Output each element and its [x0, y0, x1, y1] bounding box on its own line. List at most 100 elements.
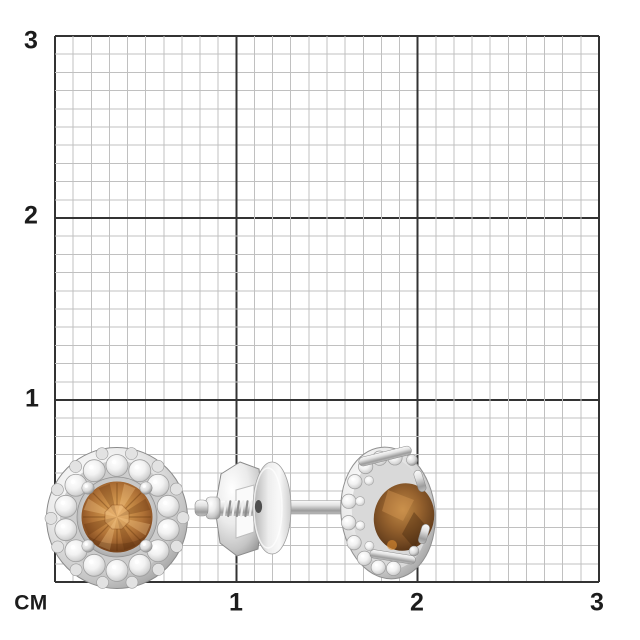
thread-ridge — [231, 500, 236, 518]
stone-lower-shade — [87, 535, 147, 552]
halo-stud-earring-front-view — [44, 447, 190, 589]
facet-wedge — [83, 517, 117, 536]
facet-wedge — [117, 517, 151, 536]
diamond-sparkle — [345, 518, 349, 522]
stone-facet-shadow — [402, 512, 428, 548]
y-axis-tick-1: 1 — [25, 384, 39, 413]
rim-scallop — [151, 459, 165, 473]
diamond-sparkle — [111, 564, 117, 570]
halo-diamond — [156, 518, 180, 542]
rim-scallop — [69, 563, 83, 577]
rim-scallop — [170, 482, 183, 496]
prong-glint — [142, 484, 146, 488]
stone-facets — [83, 483, 151, 552]
diamond-sparkle — [360, 554, 364, 558]
prong-glint — [142, 542, 146, 546]
thread-ridge — [244, 500, 249, 518]
diamond-sparkle — [152, 545, 158, 550]
halo-diamonds — [54, 454, 180, 582]
back-disc — [252, 461, 292, 555]
halo-diamond — [128, 459, 152, 483]
x-axis-tick-2: 2 — [410, 588, 424, 617]
diamond-sparkle — [162, 523, 168, 529]
diamond-sparkle — [390, 564, 394, 568]
facet-wedge — [117, 483, 136, 517]
stone-facet-highlight — [382, 490, 414, 521]
diamond-sparkle — [152, 479, 158, 484]
unit-label-cm: СМ — [14, 591, 48, 615]
halo-diamond-side — [386, 560, 402, 577]
diamond-sparkle — [111, 459, 117, 465]
diamond-sparkle — [162, 500, 168, 506]
diamond-sparkle — [350, 538, 354, 542]
x-axis-tick-3: 3 — [590, 588, 604, 617]
prong-glint — [84, 484, 88, 488]
halo-diamond-side — [341, 493, 357, 509]
facet-wedge — [83, 498, 117, 517]
stone-glint — [387, 540, 397, 550]
rim-scallop — [95, 447, 109, 461]
thread-ridge — [248, 500, 253, 518]
diamond-sparkle — [134, 464, 139, 470]
halo-diamond — [82, 459, 106, 483]
halo-diamond-side — [356, 550, 373, 566]
y-axis-tick-3: 3 — [24, 26, 38, 55]
outer-scallops — [44, 447, 190, 589]
rim-scallop — [51, 540, 64, 554]
facet-wedge — [98, 483, 117, 517]
halo-diamond-inner-row — [364, 475, 374, 486]
center-stone-side — [373, 483, 435, 551]
prong-ball — [81, 539, 95, 553]
rim-scallop — [125, 575, 139, 589]
prong-top-right-claw — [413, 470, 427, 492]
disc-highlight — [253, 467, 283, 549]
facet-wedge — [117, 517, 136, 551]
halo-diamond — [128, 553, 152, 577]
diamond-sparkle — [351, 477, 355, 481]
prong-glint — [84, 542, 88, 546]
diamond-sparkle — [89, 559, 94, 565]
prong-balls — [81, 481, 153, 553]
rim-scallop — [152, 563, 165, 576]
facet-line — [92, 492, 109, 509]
center-stone — [81, 481, 153, 553]
rim-scallop — [170, 540, 183, 553]
prong-ball — [139, 539, 153, 553]
rim-scallop — [125, 447, 138, 460]
halo-diamond — [105, 559, 129, 582]
diamond-sparkle — [89, 464, 94, 470]
halo-diamond-inner-row — [355, 520, 366, 531]
thread-ridge — [222, 500, 228, 518]
facet-line — [125, 525, 142, 542]
rim-scallop — [51, 483, 64, 496]
diamond-sparkle — [374, 563, 378, 567]
halo-diamond — [105, 454, 129, 477]
halo-diamond — [54, 518, 78, 542]
screw-back-fastener — [194, 461, 357, 557]
thread-ridge — [227, 500, 232, 518]
diamond-sparkle — [345, 497, 349, 501]
thread-ridge — [240, 500, 245, 518]
prong-bottom-right-claw — [418, 523, 430, 545]
facet-wedge — [98, 517, 117, 551]
facet-line — [125, 492, 142, 509]
screw-tip — [194, 499, 209, 517]
diamond-sparkle — [60, 523, 66, 529]
y-axis-tick-2: 2 — [24, 201, 38, 230]
x-axis-tick-1: 1 — [229, 588, 243, 617]
rim-scallop — [44, 511, 58, 525]
halo-diamond-side — [346, 535, 362, 551]
halo-diamond-side — [347, 474, 363, 490]
rim-scallop — [176, 511, 190, 525]
halo-diamond-side — [341, 515, 357, 531]
halo-diamond-inner-row — [364, 541, 375, 551]
thread-ridge — [235, 500, 240, 518]
prong-ball — [81, 481, 95, 495]
rim-scallop — [69, 460, 82, 473]
stone-table — [104, 504, 130, 530]
halo-diamond — [156, 494, 180, 518]
halo-stud-earring-side-view — [340, 445, 436, 580]
halo-diamond-inner-row — [355, 496, 366, 507]
